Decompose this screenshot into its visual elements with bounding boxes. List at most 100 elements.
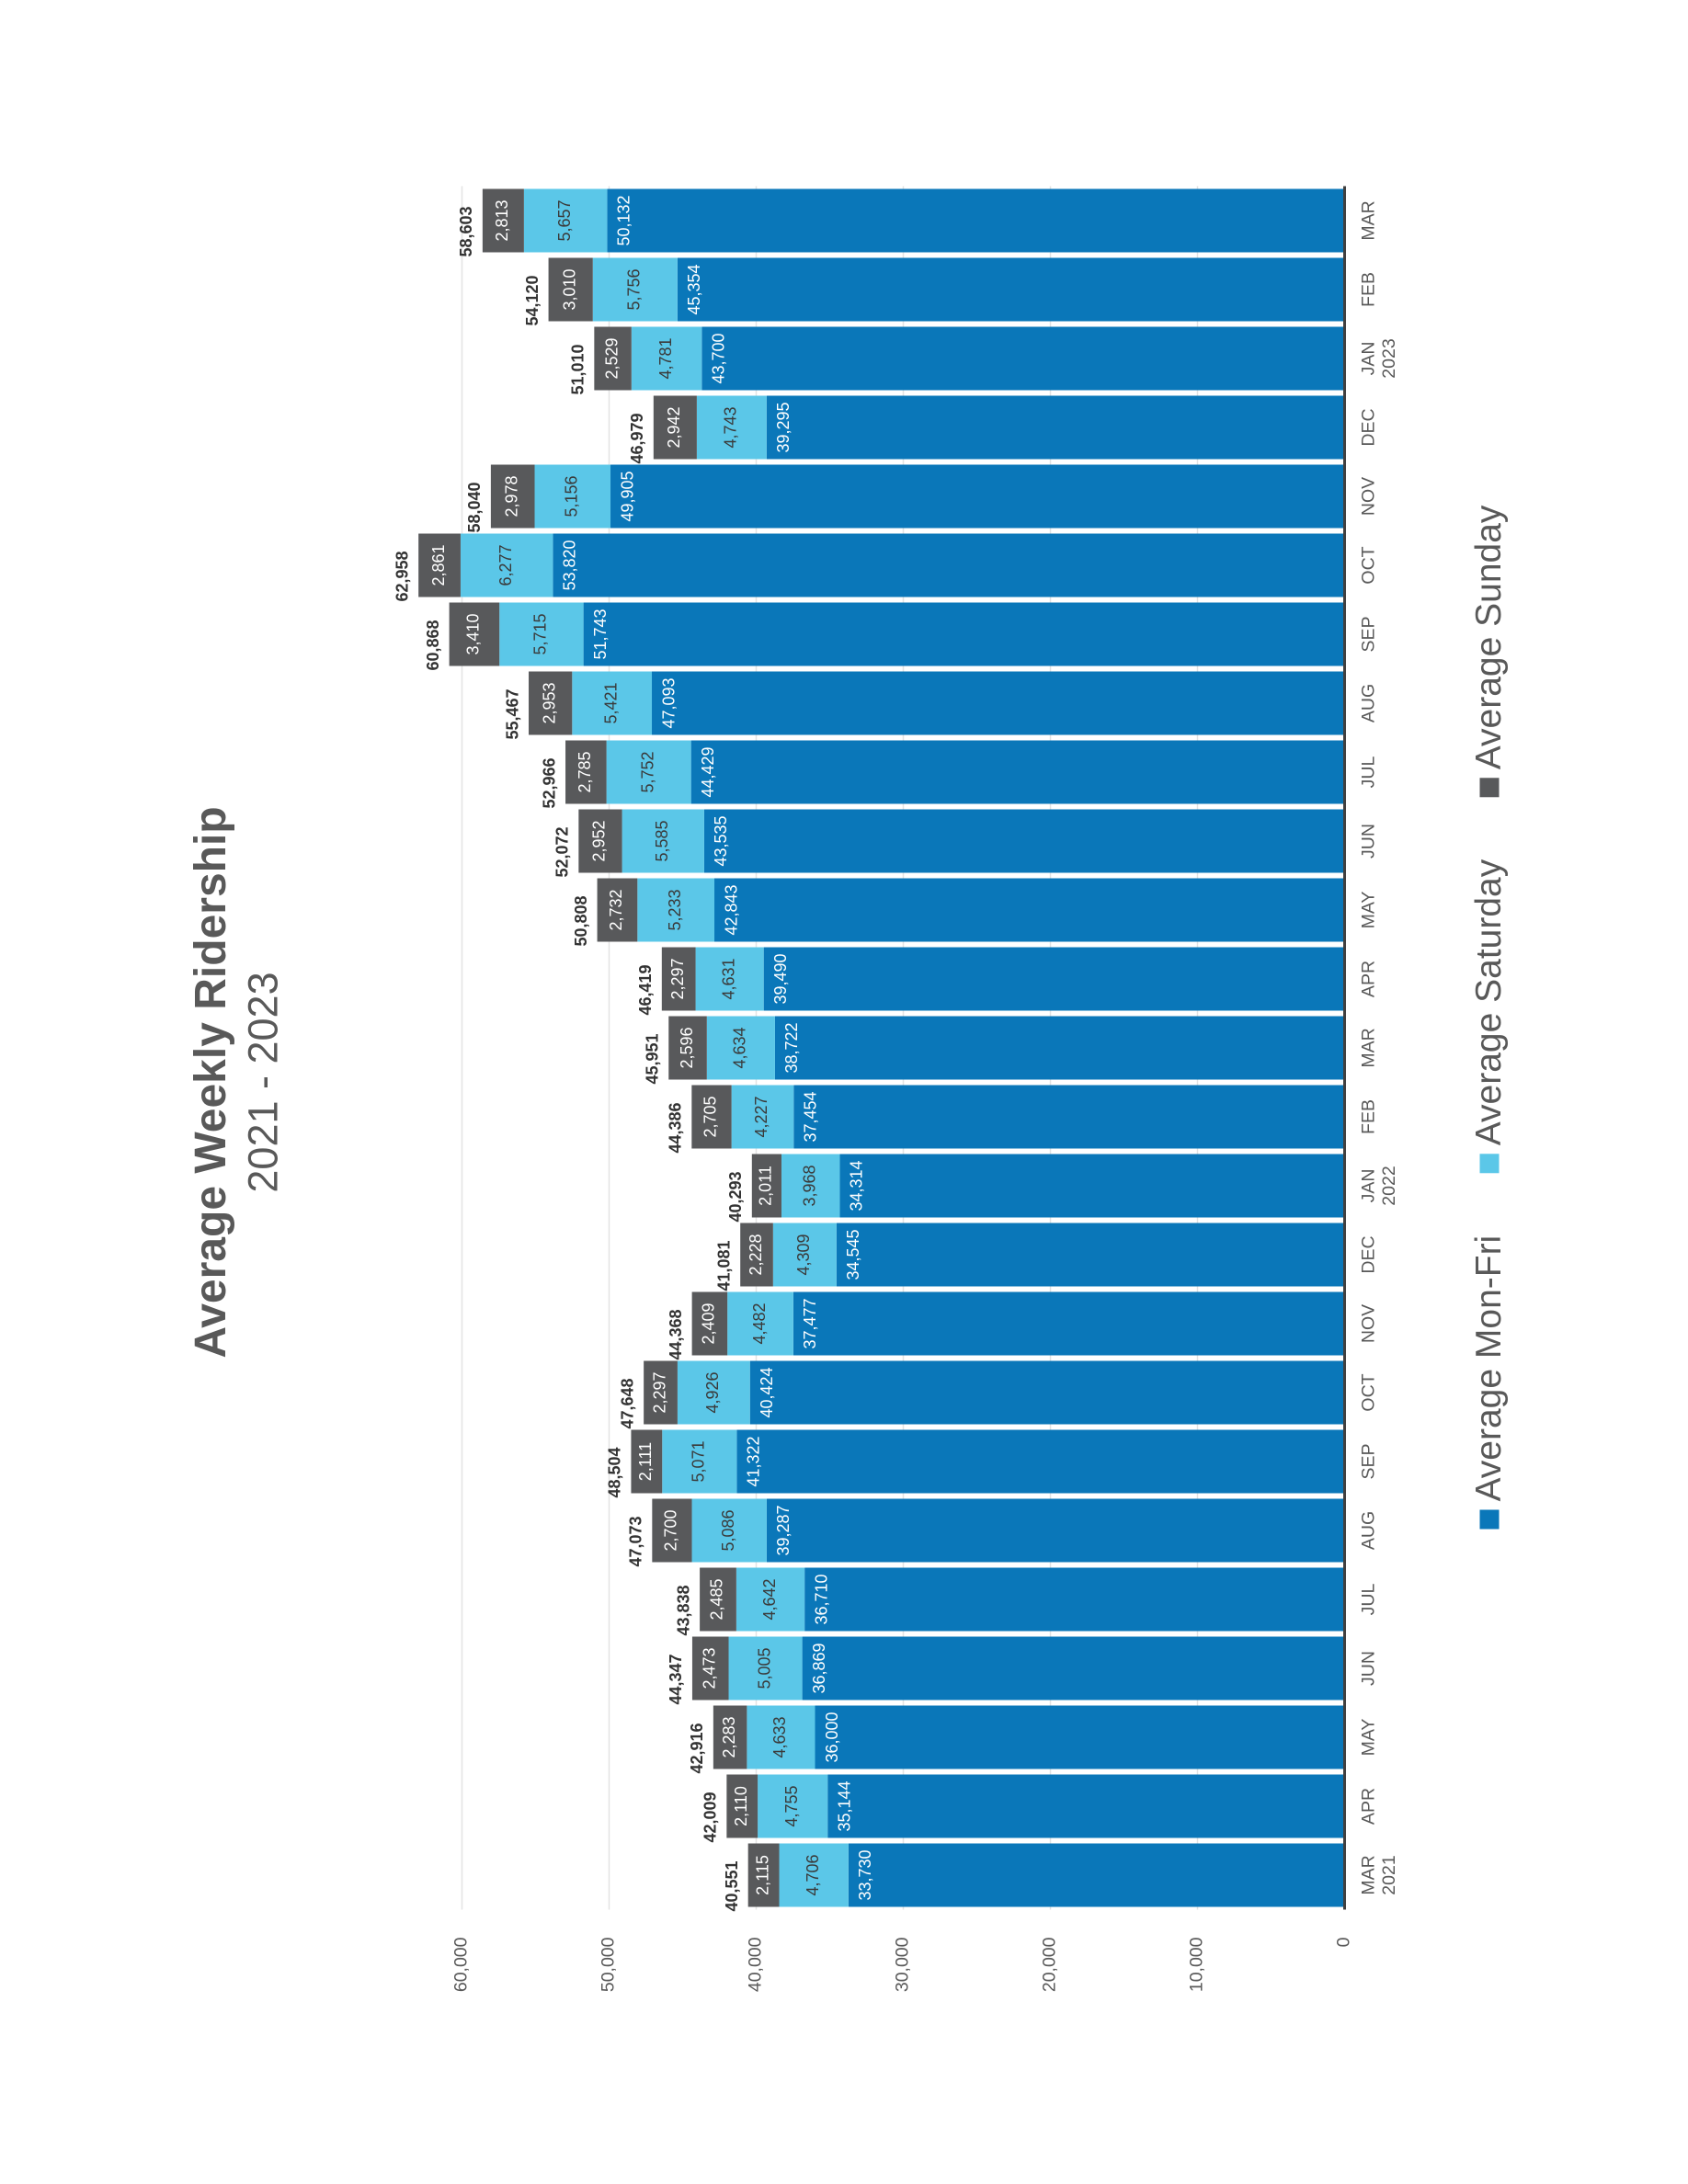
x-tick-label: OCT: [1359, 546, 1379, 584]
bar-segment: [668, 1016, 707, 1080]
data-label: 2,813: [493, 199, 511, 241]
bar-segment: [418, 533, 461, 597]
bar-segment: [848, 1843, 1345, 1907]
data-label: 37,454: [801, 1091, 819, 1142]
bar-segment: [696, 395, 767, 460]
data-label: 4,926: [703, 1371, 722, 1413]
data-label: 34,314: [848, 1160, 866, 1211]
bar-segment: [610, 464, 1345, 529]
data-label: 4,642: [760, 1578, 779, 1620]
y-tick-label: 20,000: [1040, 1937, 1060, 1992]
data-label: 42,843: [722, 884, 740, 935]
data-label: 4,634: [731, 1027, 749, 1068]
bar-segment: [802, 1636, 1345, 1701]
x-tick-label: JUN: [1359, 824, 1379, 859]
total-label: 51,010: [569, 344, 587, 394]
data-label: 43,535: [712, 815, 730, 866]
data-label: 2,700: [662, 1509, 680, 1551]
data-label: 37,477: [801, 1298, 819, 1348]
data-label: 2,115: [753, 1855, 771, 1895]
data-label: 43,700: [710, 333, 728, 383]
bar-segment: [622, 809, 704, 873]
data-label: 4,743: [722, 406, 740, 448]
rotated-chart: Average Weekly Ridership 2021 - 2023 0 10…: [187, 186, 1509, 1992]
data-label: 4,633: [770, 1716, 789, 1757]
y-tick-label: 0: [1334, 1937, 1354, 1947]
bar-segment: [763, 947, 1345, 1011]
data-label: 5,005: [755, 1647, 773, 1689]
x-tick-label: MAR: [1359, 200, 1379, 240]
bar-segment: [726, 1774, 758, 1838]
data-label: 4,755: [782, 1785, 801, 1826]
data-label: 5,756: [625, 268, 644, 310]
x-tick-label: MAR: [1359, 1028, 1379, 1067]
data-label: 5,086: [719, 1509, 737, 1551]
x-tick-label: MAR: [1359, 1855, 1379, 1894]
total-label: 55,467: [503, 688, 521, 739]
data-label: 40,424: [758, 1367, 776, 1417]
data-label: 5,657: [555, 199, 574, 241]
data-label: 5,715: [531, 613, 550, 654]
bar-segment: [766, 395, 1345, 460]
data-label: 2,529: [602, 337, 621, 379]
bar-segment: [553, 533, 1345, 597]
bar-segment: [836, 1223, 1345, 1287]
total-label: 40,551: [723, 1860, 741, 1911]
legend-label: Average Mon-Fri: [1469, 1235, 1509, 1502]
data-label: 3,010: [560, 268, 578, 310]
bar-segment: [529, 671, 573, 735]
legend-swatch: [1479, 1509, 1500, 1530]
total-label: 44,347: [667, 1654, 685, 1704]
data-label: 2,297: [668, 958, 687, 999]
data-label: 36,710: [812, 1574, 830, 1624]
x-tick-label: JAN: [1359, 342, 1379, 376]
total-label: 58,040: [465, 482, 484, 532]
total-label: 42,916: [688, 1723, 706, 1773]
total-label: 50,808: [572, 895, 590, 946]
data-label: 45,354: [685, 264, 703, 314]
bar-segment: [758, 1774, 828, 1838]
bar-segment: [804, 1567, 1345, 1632]
data-label: 2,732: [607, 889, 625, 930]
bar-segment: [700, 1567, 736, 1632]
bar-segment: [740, 1223, 773, 1287]
bar-segment: [779, 1843, 849, 1907]
chart-subtitle: 2021 - 2023: [239, 972, 286, 1192]
bar-segment: [827, 1774, 1345, 1838]
x-tick-label: OCT: [1359, 1373, 1379, 1411]
total-label: 58,603: [457, 206, 475, 256]
x-tick-label: JUL: [1359, 1584, 1379, 1616]
legend-swatch: [1479, 1154, 1500, 1174]
data-label: 3,410: [464, 613, 483, 654]
x-tick-label: DEC: [1359, 1235, 1379, 1273]
bar-segment: [565, 740, 607, 804]
bar-segment: [691, 1636, 729, 1701]
x-tick-label: JAN: [1359, 1169, 1379, 1203]
data-label: 36,869: [810, 1643, 828, 1693]
total-label: 62,958: [393, 551, 411, 601]
data-label: 2,485: [708, 1578, 726, 1620]
bar-segment: [713, 1705, 747, 1769]
data-label: 34,545: [844, 1229, 862, 1280]
y-tick-label: 60,000: [451, 1937, 472, 1992]
data-label: 35,144: [835, 1780, 853, 1831]
total-label: 42,009: [701, 1792, 720, 1842]
x-tick-label: DEC: [1359, 408, 1379, 446]
data-label: 5,156: [563, 475, 581, 517]
total-label: 52,966: [540, 757, 558, 808]
bar-segment: [597, 878, 638, 942]
data-label: 39,287: [774, 1505, 793, 1555]
x-tick-label: JUL: [1359, 756, 1379, 789]
bar-segment: [815, 1705, 1345, 1769]
bar-segment: [449, 602, 500, 666]
data-label: 2,111: [636, 1442, 655, 1481]
bar-segment: [534, 464, 611, 529]
total-label: 43,838: [674, 1585, 692, 1635]
data-label: 33,730: [856, 1849, 874, 1900]
data-label: 50,132: [615, 195, 633, 245]
bar-segment: [691, 1291, 728, 1356]
bar-segment: [747, 1705, 815, 1769]
bar-segment: [662, 1429, 737, 1494]
data-label: 5,071: [690, 1440, 708, 1482]
data-label: 39,295: [774, 402, 793, 452]
